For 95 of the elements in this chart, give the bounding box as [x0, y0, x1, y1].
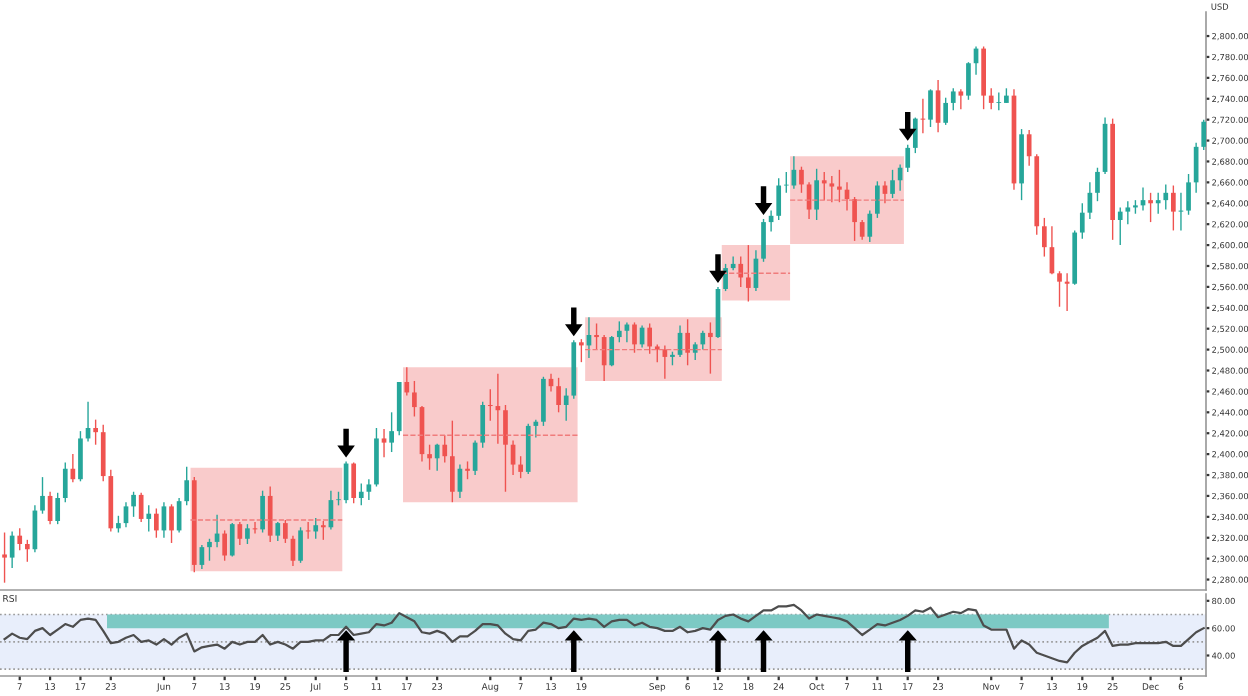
- candlestick: [222, 529, 228, 562]
- candlestick: [556, 377, 561, 414]
- candlestick: [1026, 129, 1032, 167]
- candlestick: [229, 522, 235, 558]
- candlestick: [237, 521, 243, 546]
- candlestick: [609, 335, 615, 368]
- candlestick: [480, 401, 486, 449]
- candlestick: [685, 318, 690, 366]
- candlestick: [78, 430, 83, 482]
- candlestick: [1079, 202, 1085, 240]
- candlestick: [358, 482, 364, 507]
- candlestick: [449, 419, 455, 503]
- candlestick: [487, 388, 493, 422]
- candlestick: [320, 520, 326, 541]
- candlestick: [783, 171, 789, 194]
- candlestick: [943, 97, 949, 126]
- candlestick: [1041, 217, 1047, 258]
- candlestick: [708, 321, 713, 375]
- candlestick: [579, 338, 584, 363]
- candlestick: [1155, 192, 1161, 215]
- candlestick: [890, 169, 895, 199]
- candlestick: [313, 517, 319, 540]
- candlestick: [1095, 167, 1100, 202]
- candlestick: [62, 461, 68, 503]
- candlestick: [958, 88, 964, 110]
- candlestick: [723, 263, 728, 292]
- candlestick: [275, 521, 281, 542]
- candlestick: [859, 219, 865, 241]
- candlestick: [700, 330, 706, 351]
- candlestick: [17, 527, 23, 551]
- candlestick: [738, 255, 744, 288]
- candlestick: [2, 531, 7, 584]
- candlestick: [298, 526, 303, 564]
- candlestick: [814, 168, 819, 221]
- candlestick: [389, 411, 394, 453]
- candlestick: [93, 418, 98, 446]
- candlestick: [525, 423, 531, 475]
- candlestick: [1057, 270, 1062, 308]
- candlestick: [867, 209, 873, 243]
- candlestick: [404, 366, 410, 397]
- candlestick: [138, 492, 144, 523]
- candlestick: [412, 380, 417, 418]
- candlestick: [169, 503, 174, 544]
- candlestick: [1171, 184, 1176, 232]
- candlestick: [1117, 206, 1123, 246]
- candlestick: [616, 320, 622, 343]
- candlestick: [928, 88, 933, 128]
- candlestick: [366, 478, 372, 501]
- candlestick: [1186, 173, 1191, 216]
- candlestick: [260, 490, 265, 534]
- candlestick: [821, 171, 827, 201]
- candlestick: [988, 87, 994, 110]
- candlestick: [245, 523, 250, 545]
- candlestick: [730, 255, 736, 271]
- candlestick: [374, 427, 379, 488]
- candlestick: [745, 244, 751, 303]
- candlestick: [761, 218, 766, 263]
- candlestick: [905, 144, 911, 173]
- candlestick: [207, 538, 212, 562]
- candlestick: [351, 461, 357, 504]
- candlestick: [267, 485, 273, 543]
- candlestick: [146, 504, 152, 533]
- candlestick: [24, 539, 30, 563]
- candlestick: [594, 322, 599, 351]
- candlestick: [829, 175, 835, 203]
- candlestick: [131, 491, 136, 518]
- candlestick: [442, 434, 448, 464]
- candlestick: [518, 455, 523, 479]
- candlestick: [40, 476, 45, 515]
- candlestick: [776, 177, 782, 221]
- candlestick: [966, 61, 971, 101]
- candlestick: [184, 465, 190, 507]
- candlestick: [852, 196, 857, 242]
- candlestick: [1163, 183, 1169, 211]
- candlestick: [912, 116, 918, 154]
- candlestick: [541, 376, 546, 427]
- candlestick: [55, 492, 61, 525]
- candlestick: [950, 87, 956, 111]
- candlestick: [434, 442, 440, 472]
- candlestick: [100, 424, 106, 482]
- candlestick: [563, 387, 569, 422]
- candlestick: [1125, 200, 1131, 225]
- candlestick: [981, 45, 986, 110]
- candlestick: [1148, 192, 1153, 223]
- candlestick: [503, 404, 508, 493]
- candlestick: [632, 321, 637, 354]
- candlestick: [153, 507, 159, 539]
- candlestick: [533, 418, 539, 439]
- candlestick: [799, 165, 804, 194]
- candlestick: [647, 322, 653, 355]
- candlestick: [381, 428, 387, 458]
- candlestick: [427, 444, 432, 471]
- candlestick: [283, 519, 288, 544]
- candlestick: [837, 169, 842, 203]
- candlestick: [875, 180, 880, 219]
